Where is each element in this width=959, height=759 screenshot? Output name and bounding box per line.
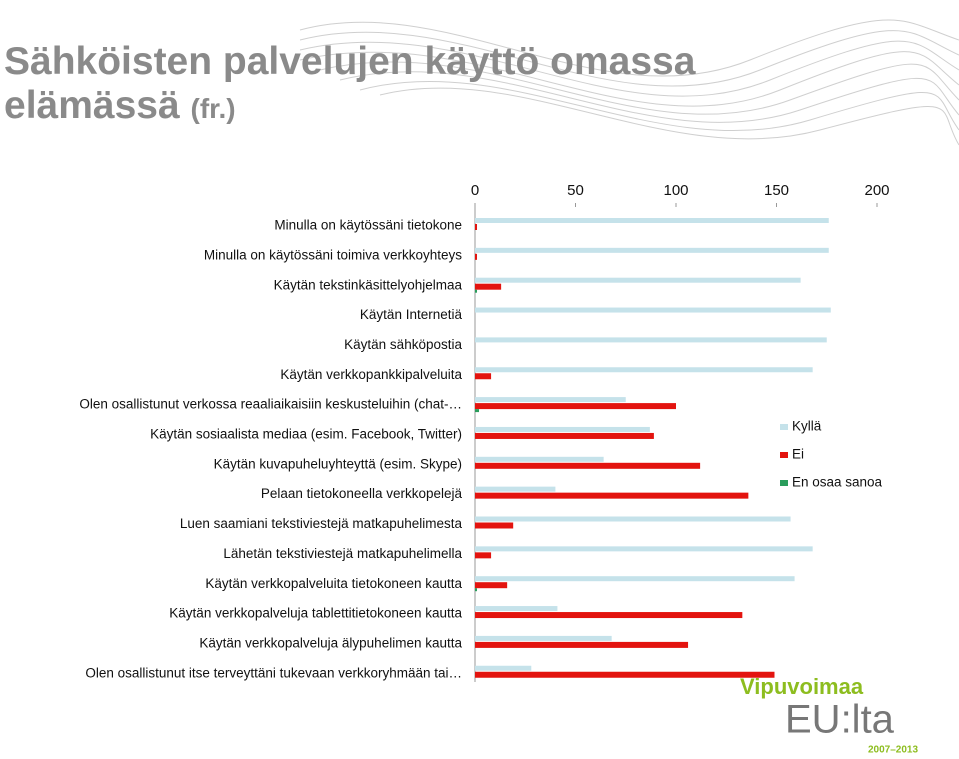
category-label: Käytän sosiaalista mediaa (esim. Faceboo…: [150, 427, 462, 442]
logo-brand: Vipuvoimaa: [740, 674, 864, 699]
bar: [475, 426, 650, 432]
bar: [475, 588, 478, 592]
bar: [475, 367, 813, 373]
bar: [475, 337, 827, 343]
bar: [475, 289, 478, 293]
legend-label: En osaa sanoa: [792, 475, 883, 490]
bar: [475, 612, 743, 619]
category-label: Olen osallistunut verkossa reaaliaikaisi…: [79, 397, 462, 412]
bar: [475, 582, 508, 589]
category-label: Käytän tekstinkäsittelyohjelmaa: [274, 277, 463, 292]
bar: [475, 522, 514, 529]
bar: [475, 283, 502, 290]
category-label: Luen saamiani tekstiviestejä matkapuheli…: [180, 516, 463, 531]
logo-name: EU:lta: [785, 698, 895, 742]
bar: [475, 546, 813, 552]
title-text: Sähköisten palvelujen käyttö omassa eläm…: [4, 40, 696, 127]
bar: [475, 403, 676, 410]
legend-label: Ei: [792, 447, 804, 462]
bar: [475, 641, 689, 648]
bar: [475, 606, 558, 612]
bar: [475, 218, 829, 223]
bar: [475, 397, 626, 403]
category-label: Minulla on käytössäni toimiva verkkoyhte…: [204, 247, 462, 262]
category-label: Käytän verkkopalveluja tablettitietokone…: [169, 606, 462, 621]
x-tick-label: 0: [471, 182, 479, 199]
bar: [475, 516, 791, 522]
bar: [475, 671, 775, 678]
bar: [475, 665, 532, 671]
legend-swatch: [780, 480, 788, 486]
bar: [475, 432, 654, 439]
bar: [475, 409, 480, 413]
category-label: Käytän sähköpostia: [344, 337, 462, 352]
x-tick-label: 100: [663, 182, 688, 199]
legend-swatch: [780, 452, 788, 458]
category-label: Minulla on käytössäni tietokone: [274, 218, 462, 233]
bar: [475, 456, 604, 462]
category-label: Pelaan tietokoneella verkkopelejä: [261, 486, 463, 501]
title-note: (fr.): [190, 93, 236, 124]
category-label: Käytän verkkopalveluita tietokoneen kaut…: [205, 576, 462, 591]
bar: [475, 492, 749, 499]
bar: [475, 373, 492, 380]
category-label: Lähetän tekstiviestejä matkapuhelimella: [223, 546, 462, 561]
x-tick-label: 150: [764, 182, 789, 199]
x-tick-label: 200: [864, 182, 889, 199]
bar: [475, 462, 701, 469]
bar: [475, 635, 612, 641]
category-label: Käytän verkkopalveluja älypuhelimen kaut…: [199, 635, 462, 650]
bar: [475, 307, 831, 313]
background-waves: [299, 19, 959, 146]
legend-swatch: [780, 424, 788, 430]
category-label: Käytän Internetiä: [360, 307, 463, 322]
logo-years: 2007–2013: [868, 745, 918, 756]
bar: [475, 224, 478, 230]
category-label: Olen osallistunut itse terveyttäni tukev…: [85, 665, 462, 680]
bar: [475, 277, 801, 283]
bar: [475, 253, 478, 260]
title: Sähköisten palvelujen käyttö omassa eläm…: [4, 40, 744, 131]
x-tick-label: 50: [567, 182, 584, 199]
bar: [475, 247, 829, 253]
bar: [475, 486, 556, 492]
category-label: Käytän verkkopankkipalveluita: [280, 367, 462, 382]
bar: [475, 552, 492, 559]
legend-label: Kyllä: [792, 419, 822, 434]
category-label: Käytän kuvapuheluyhteyttä (esim. Skype): [214, 456, 462, 471]
bar: [475, 576, 795, 582]
